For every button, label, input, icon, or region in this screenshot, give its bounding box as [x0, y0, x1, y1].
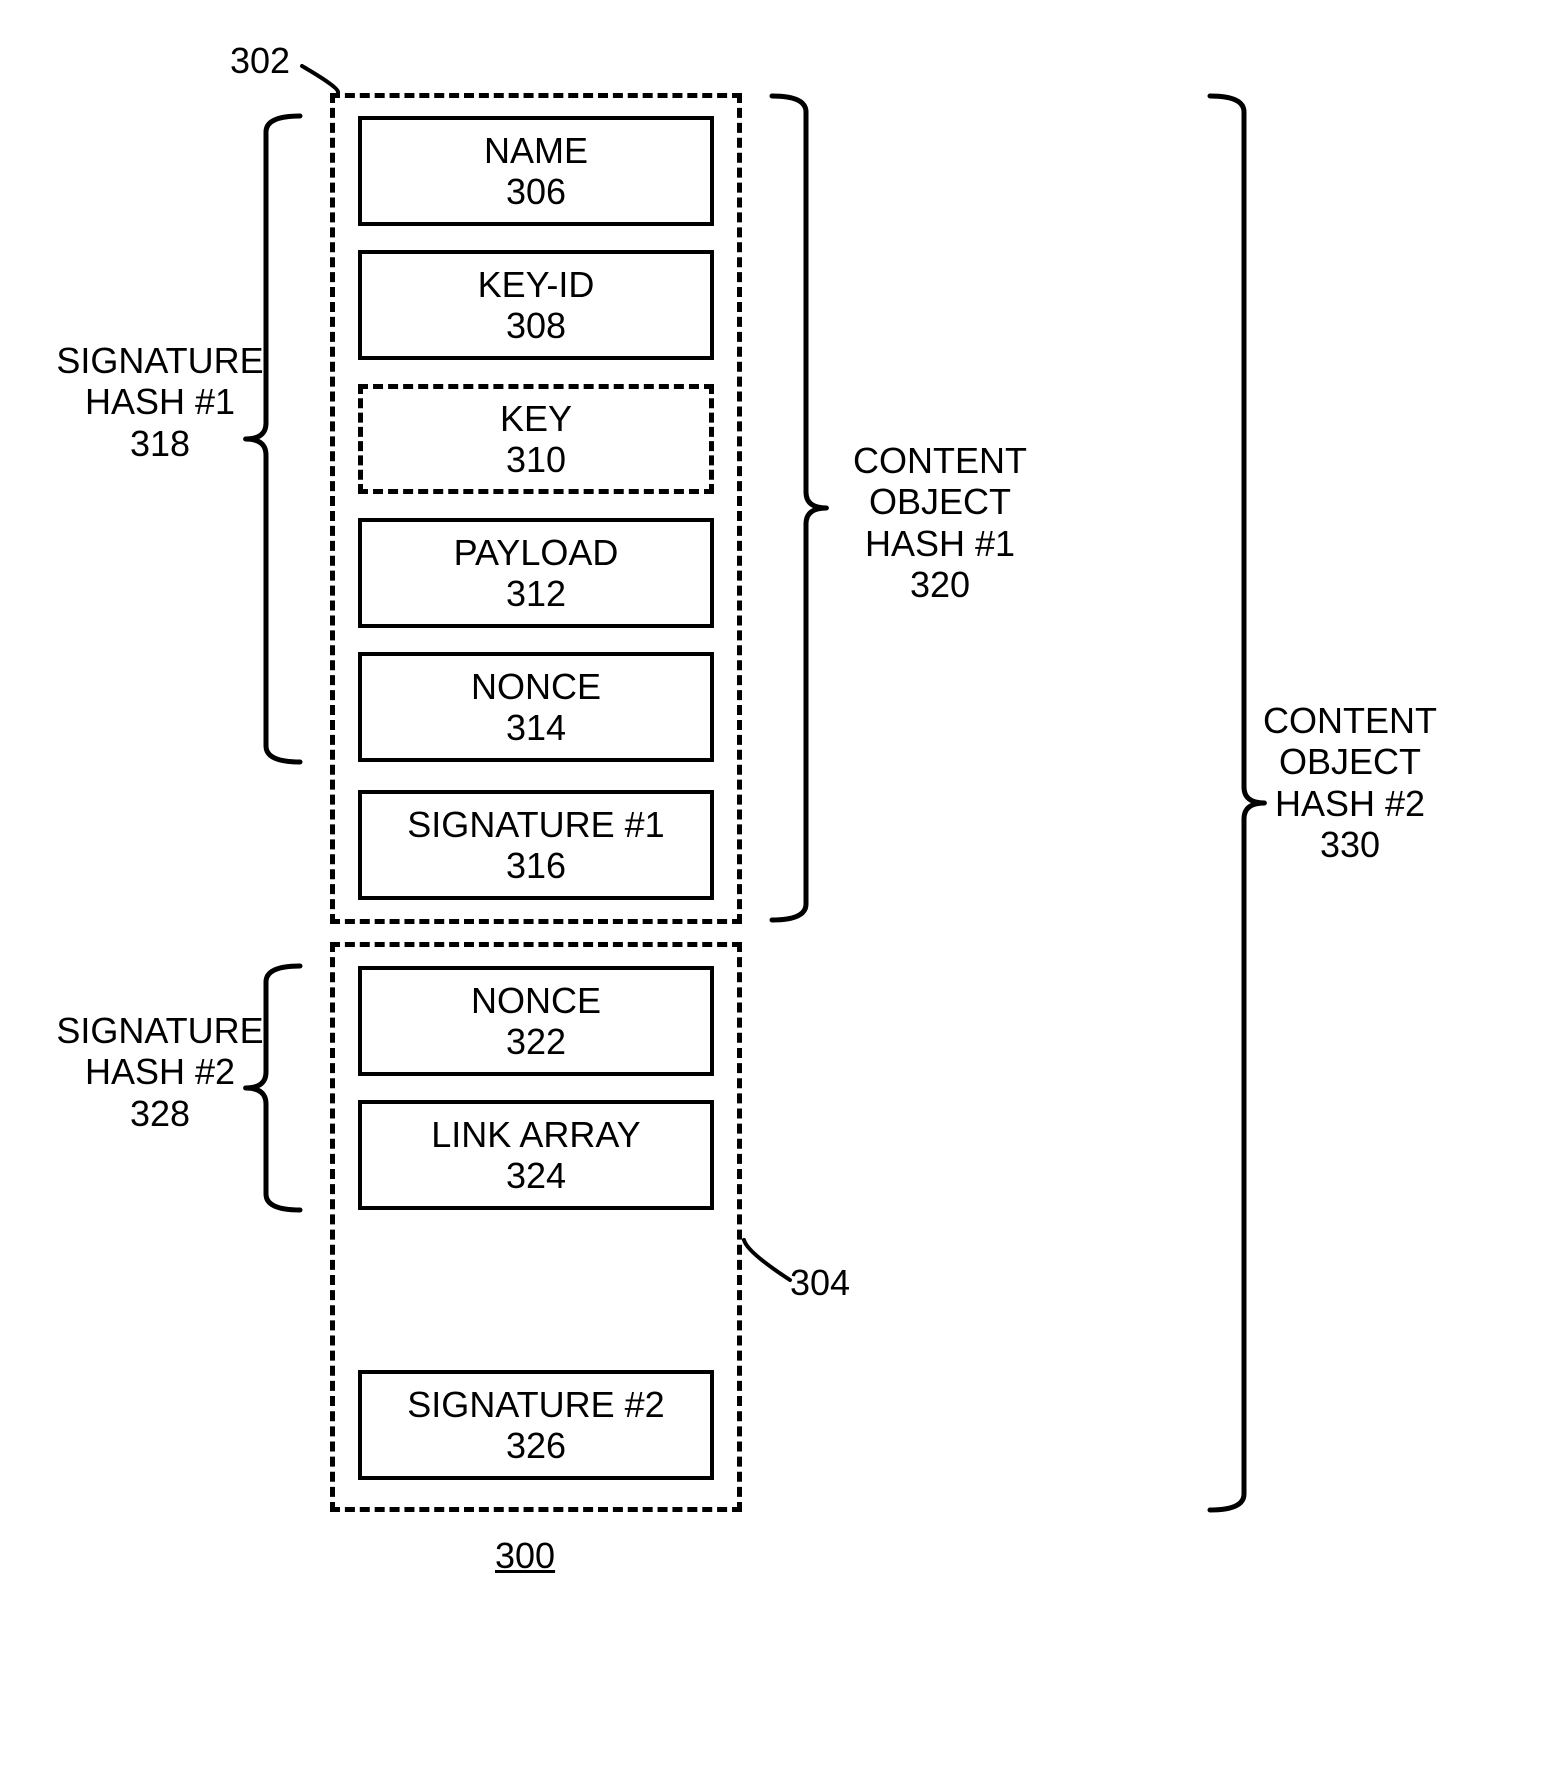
diagram-canvas: NAME306KEY-ID308KEY310PAYLOAD312NONCE314… [0, 0, 1553, 1790]
leader-l304 [744, 1240, 790, 1280]
brace-right1 [772, 96, 826, 920]
overlay-svg [0, 0, 1553, 1790]
brace-left1 [246, 116, 300, 762]
brace-right2 [1210, 96, 1264, 1510]
leader-l302 [302, 66, 338, 92]
brace-left2 [246, 966, 300, 1210]
